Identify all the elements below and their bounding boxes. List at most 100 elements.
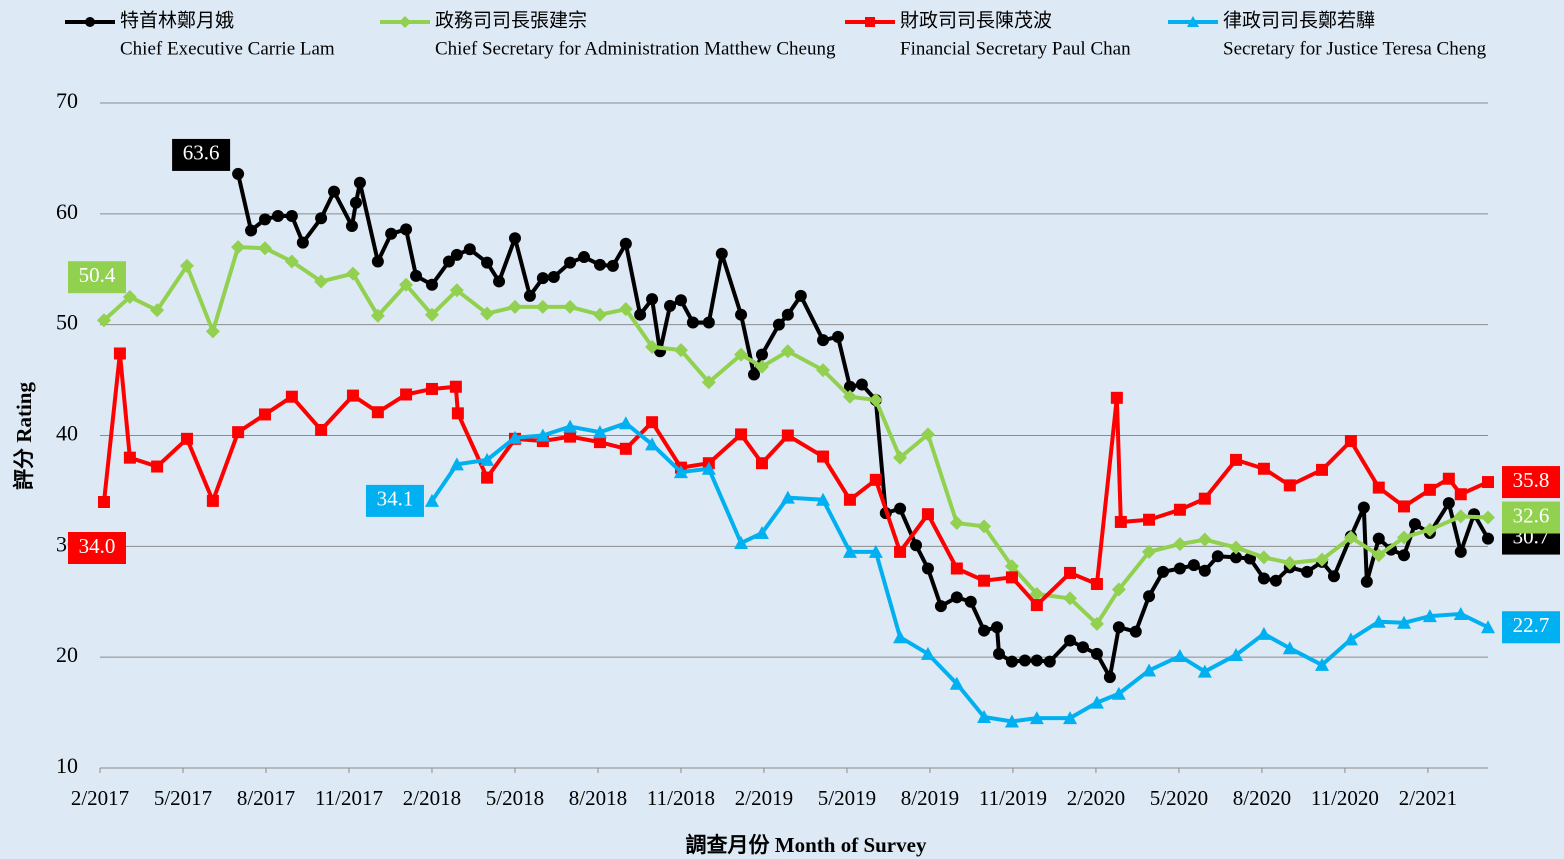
marker (425, 278, 438, 291)
marker (1156, 565, 1169, 578)
marker (1454, 545, 1467, 558)
y-tick-label: 10 (56, 753, 78, 778)
marker (96, 313, 111, 328)
marker (921, 562, 934, 575)
marker (1173, 562, 1186, 575)
marker (772, 318, 785, 331)
marker (151, 460, 164, 473)
x-tick-label: 5/2018 (486, 786, 544, 810)
marker (755, 348, 768, 361)
marker (371, 255, 384, 268)
marker (1110, 391, 1123, 404)
marker (992, 647, 1005, 660)
marker (1076, 641, 1089, 654)
marker (1089, 695, 1104, 709)
marker (346, 389, 359, 402)
marker (1173, 503, 1186, 516)
marker (1454, 488, 1467, 501)
x-tick-label: 5/2020 (1150, 786, 1208, 810)
marker (1282, 641, 1297, 655)
marker (855, 378, 868, 391)
value-label: 63.6 (183, 141, 220, 165)
marker (400, 223, 413, 236)
marker (258, 408, 271, 421)
marker (1005, 655, 1018, 668)
marker (920, 646, 935, 660)
marker (1111, 686, 1126, 700)
marker (232, 426, 245, 439)
marker (1229, 540, 1244, 555)
marker (345, 220, 358, 233)
marker (451, 407, 464, 420)
marker (508, 232, 521, 245)
marker (507, 299, 522, 314)
marker (480, 452, 495, 466)
legend-label-en: Chief Secretary for Administration Matth… (435, 38, 836, 59)
marker (1282, 555, 1297, 570)
marker (1453, 509, 1468, 524)
x-tick-label: 2/2018 (403, 786, 461, 810)
marker (536, 272, 549, 285)
marker (634, 308, 647, 321)
marker (734, 347, 749, 362)
marker (842, 389, 857, 404)
marker (296, 236, 309, 249)
marker (1343, 530, 1358, 545)
marker (619, 442, 632, 455)
marker (1257, 462, 1270, 475)
x-tick-label: 11/2019 (979, 786, 1047, 810)
marker (735, 308, 748, 321)
marker (1481, 620, 1495, 634)
legend-marker (865, 17, 875, 27)
marker (1090, 647, 1103, 660)
value-label-box (1502, 611, 1560, 644)
x-axis-label: 調查月份 Month of Survey (686, 833, 927, 857)
marker (781, 429, 794, 442)
marker (1397, 530, 1412, 545)
marker (1357, 501, 1370, 514)
marker (245, 224, 258, 237)
marker (179, 258, 194, 273)
x-tick-label: 8/2020 (1233, 786, 1291, 810)
x-tick-label: 11/2018 (647, 786, 715, 810)
marker (868, 544, 883, 558)
value-label-box (172, 138, 231, 171)
marker (794, 289, 807, 302)
marker (702, 316, 715, 329)
marker (1256, 626, 1271, 640)
marker (424, 493, 439, 507)
marker (893, 630, 908, 644)
marker (231, 240, 246, 255)
marker (122, 289, 137, 304)
marker (843, 380, 856, 393)
marker (150, 303, 165, 318)
marker (1143, 590, 1156, 603)
marker (664, 299, 677, 312)
marker (1422, 522, 1437, 537)
marker (315, 212, 328, 225)
legend-label-en: Financial Secretary Paul Chan (900, 38, 1131, 59)
marker (734, 536, 749, 550)
marker (285, 210, 298, 223)
marker (370, 308, 385, 323)
marker (424, 307, 439, 322)
marker (535, 299, 550, 314)
marker (673, 465, 688, 479)
marker (1004, 559, 1019, 574)
marker (593, 436, 606, 449)
marker (563, 299, 578, 314)
value-label: 32.6 (1513, 503, 1550, 527)
marker (578, 251, 591, 264)
marker (1230, 551, 1243, 564)
marker (701, 461, 716, 475)
x-tick-label: 5/2019 (818, 786, 876, 810)
x-tick-label: 2/2020 (1067, 786, 1125, 810)
marker (271, 210, 284, 223)
marker (400, 388, 413, 401)
x-tick-label: 8/2018 (569, 786, 627, 810)
marker (1063, 711, 1078, 725)
marker (816, 363, 831, 378)
marker (1344, 435, 1357, 448)
marker (934, 600, 947, 613)
legend-label-en: Chief Executive Carrie Lam (120, 38, 335, 59)
